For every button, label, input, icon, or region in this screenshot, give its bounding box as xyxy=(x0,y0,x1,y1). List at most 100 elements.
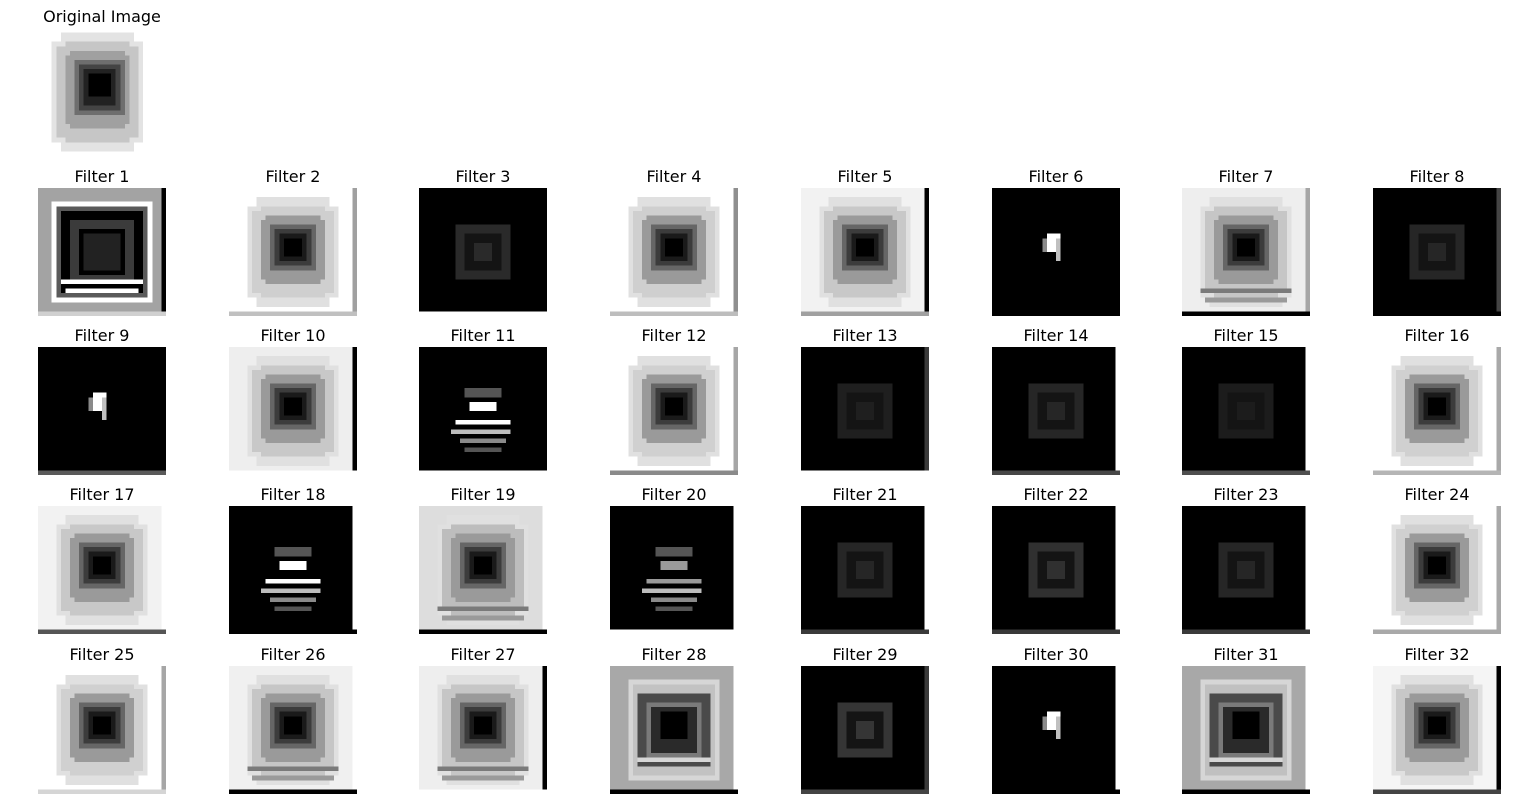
filter-cell: Filter 10 xyxy=(229,325,357,475)
edge-bottom xyxy=(610,311,738,316)
edge-bottom xyxy=(801,629,929,634)
ring-line xyxy=(1200,288,1292,294)
blob-layer-9 xyxy=(1427,397,1447,416)
original-image-panel: Original Image xyxy=(38,6,166,156)
blob-layer-2 xyxy=(855,560,875,580)
spot-edge xyxy=(1056,716,1061,740)
edge-right xyxy=(1115,506,1120,634)
feature-map xyxy=(229,188,357,316)
stripe xyxy=(646,579,702,584)
filter-cell: Filter 29 xyxy=(801,644,929,794)
edge-right xyxy=(542,506,547,634)
feature-map xyxy=(1182,506,1310,634)
filter-title: Filter 7 xyxy=(1218,167,1274,186)
edge-right xyxy=(924,347,929,475)
filter-title: Filter 15 xyxy=(1213,326,1279,345)
filter-title: Filter 2 xyxy=(265,167,321,186)
filter-title: Filter 10 xyxy=(260,326,326,345)
blob-layer-2 xyxy=(1046,560,1066,580)
edge-right xyxy=(924,506,929,634)
filter-cell: Filter 13 xyxy=(801,325,929,475)
feature-map xyxy=(1182,666,1310,794)
stripe xyxy=(464,388,502,398)
filter-image xyxy=(419,666,547,794)
filter-image xyxy=(229,666,357,794)
filter-title: Filter 13 xyxy=(832,326,898,345)
stripe xyxy=(274,606,312,612)
filter-image xyxy=(1373,506,1501,634)
filter-title: Filter 27 xyxy=(450,645,516,664)
blob-layer-5 xyxy=(660,711,688,740)
feature-map xyxy=(38,188,166,316)
edge-right xyxy=(352,506,357,634)
edge-bottom xyxy=(1373,629,1501,634)
filter-title: Filter 17 xyxy=(69,485,135,504)
filter-image xyxy=(1373,666,1501,794)
blob-layer-9 xyxy=(473,556,493,575)
ring-line xyxy=(437,606,529,612)
feature-map xyxy=(801,188,929,316)
filter-cell: Filter 26 xyxy=(229,644,357,794)
filter-cell: Filter 27 xyxy=(419,644,547,794)
edge-bottom xyxy=(419,311,547,316)
original-image-figure xyxy=(38,28,166,156)
filter-title: Filter 16 xyxy=(1404,326,1470,345)
feature-map xyxy=(801,506,929,634)
filter-cell: Filter 20 xyxy=(610,484,738,634)
edge-bottom xyxy=(801,311,929,316)
filter-title: Filter 26 xyxy=(260,645,326,664)
filter-title: Filter 30 xyxy=(1023,645,1089,664)
blob-layer-2 xyxy=(855,720,875,740)
filter-title: Filter 22 xyxy=(1023,485,1089,504)
blob-layer-9 xyxy=(1236,238,1256,257)
ring-line xyxy=(251,775,335,781)
ring-line xyxy=(441,775,525,781)
edge-right xyxy=(1305,666,1310,794)
edge-right xyxy=(1496,347,1501,475)
ring-line xyxy=(1209,757,1283,762)
edge-bottom xyxy=(38,629,166,634)
feature-map xyxy=(419,666,547,794)
filter-title: Filter 8 xyxy=(1409,167,1465,186)
filter-cell: Filter 11 xyxy=(419,325,547,475)
filter-image xyxy=(610,666,738,794)
feature-map xyxy=(1373,347,1501,475)
edge-right xyxy=(1305,188,1310,316)
filter-cell: Filter 16 xyxy=(1373,325,1501,475)
ring-line xyxy=(437,766,529,772)
edge-right xyxy=(542,188,547,316)
blob-layer-5 xyxy=(83,233,121,271)
blob-layer-9 xyxy=(664,397,684,416)
filter-cell: Filter 22 xyxy=(992,484,1120,634)
filter-title: Filter 29 xyxy=(832,645,898,664)
stripe xyxy=(651,597,697,602)
edge-bottom xyxy=(610,470,738,475)
stripe xyxy=(655,606,693,612)
edge-bottom xyxy=(992,789,1120,794)
edge-bottom xyxy=(1182,470,1310,475)
edge-bottom xyxy=(229,311,357,316)
filter-image xyxy=(1182,506,1310,634)
filter-image xyxy=(229,347,357,475)
edge-right xyxy=(1305,506,1310,634)
filter-cell: Filter 17 xyxy=(38,484,166,634)
filter-cell: Filter 30 xyxy=(992,644,1120,794)
filter-title: Filter 31 xyxy=(1213,645,1279,664)
feature-map xyxy=(992,506,1120,634)
feature-map xyxy=(992,347,1120,475)
stripe xyxy=(270,597,316,602)
blob-layer-9 xyxy=(664,238,684,257)
feature-map xyxy=(1373,666,1501,794)
edge-bottom xyxy=(610,629,738,634)
edge-bottom xyxy=(1182,789,1310,794)
edge-right xyxy=(161,347,166,475)
filter-title: Filter 3 xyxy=(455,167,511,186)
edge-right xyxy=(161,666,166,794)
filter-image xyxy=(1373,188,1501,316)
feature-map xyxy=(38,347,166,475)
edge-right xyxy=(542,347,547,475)
filter-image xyxy=(992,347,1120,475)
blob-layer-9 xyxy=(88,73,112,97)
edge-right xyxy=(1115,666,1120,794)
blob-layer-2 xyxy=(1236,401,1256,421)
